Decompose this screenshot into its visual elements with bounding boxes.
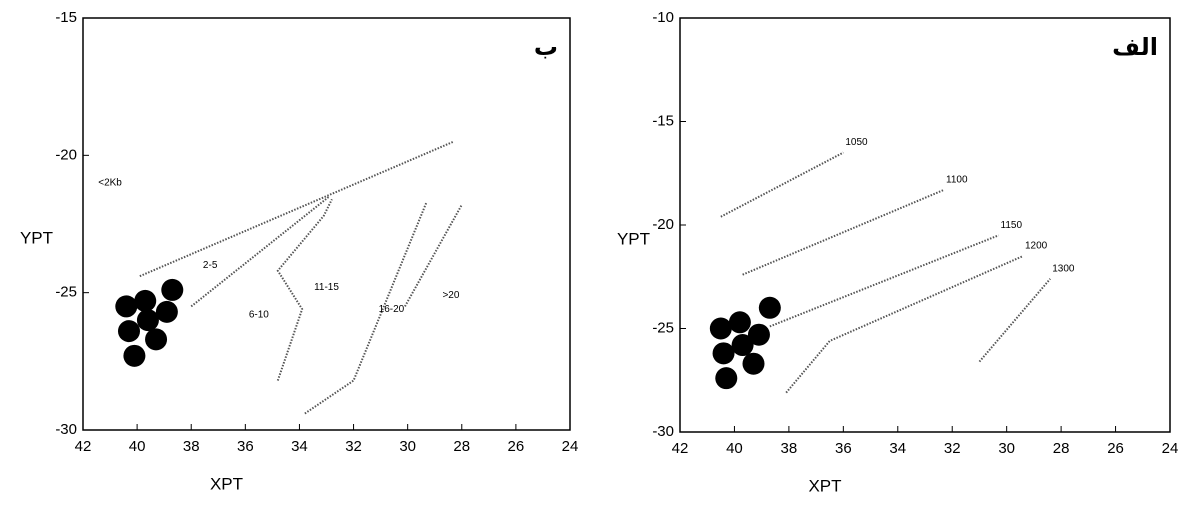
x-tick-label: 36 [835, 440, 852, 457]
x-tick-label: 42 [75, 438, 92, 455]
data-point [709, 317, 732, 340]
x-tick-label: 28 [453, 438, 470, 455]
isoline [742, 188, 945, 276]
y-tick-label: -20 [652, 216, 674, 233]
y-tick-label: -30 [652, 423, 674, 440]
x-tick-label: 34 [889, 440, 906, 457]
x-tick-label: 38 [781, 440, 798, 457]
data-point [155, 300, 178, 323]
data-point [712, 342, 735, 365]
x-tick-label: 24 [1162, 440, 1179, 457]
x-tick-label: 32 [944, 440, 961, 457]
isoline [978, 278, 1051, 363]
x-tick-label: 30 [998, 440, 1015, 457]
isoline-label: 1200 [1025, 241, 1048, 252]
isoline-label: 1300 [1052, 263, 1075, 274]
isoline [190, 195, 330, 308]
region-label: >20 [442, 290, 459, 301]
y-tick-label: -25 [55, 284, 77, 301]
data-point [123, 344, 146, 367]
data-point [747, 323, 770, 346]
data-point [742, 352, 765, 375]
y-tick-label: -25 [652, 319, 674, 336]
data-point [145, 328, 168, 351]
data-point [731, 334, 754, 357]
x-tick-label: 32 [345, 438, 362, 455]
x-axis-label: XPT [808, 476, 841, 495]
isoline [720, 151, 844, 218]
y-tick-label: -10 [652, 9, 674, 26]
region-label: 2-5 [203, 260, 218, 271]
x-tick-label: 34 [291, 438, 308, 455]
chart-title: ب [534, 33, 558, 61]
x-tick-label: 26 [1107, 440, 1124, 457]
isoline [304, 201, 428, 415]
x-tick-label: 40 [129, 438, 146, 455]
x-tick-label: 36 [237, 438, 254, 455]
x-tick-label: 26 [508, 438, 525, 455]
data-point [728, 311, 751, 334]
x-tick-label: 40 [726, 440, 743, 457]
data-point [136, 309, 159, 332]
data-point [117, 320, 140, 343]
isoline-label: 1100 [946, 174, 968, 185]
data-point [715, 367, 738, 390]
y-axis-label: YPT [20, 228, 53, 247]
isoline [276, 198, 333, 381]
y-tick-label: -20 [55, 146, 77, 163]
data-point [161, 278, 184, 301]
y-tick-label: -15 [652, 112, 674, 129]
x-tick-label: 42 [672, 440, 689, 457]
isoline-label: 1150 [1001, 220, 1023, 231]
isoline [404, 204, 463, 307]
data-point [134, 289, 157, 312]
data-point [758, 296, 781, 319]
region-label: <2Kb [98, 177, 122, 188]
y-tick-label: -15 [55, 9, 77, 26]
x-tick-label: 30 [399, 438, 416, 455]
region-label: 16-20 [379, 304, 405, 315]
data-point [115, 295, 138, 318]
x-tick-label: 38 [183, 438, 200, 455]
isoline [769, 234, 999, 328]
isoline [785, 255, 1024, 394]
chart-title: الف [1112, 33, 1158, 61]
y-tick-label: -30 [55, 421, 77, 438]
x-tick-label: 24 [562, 438, 579, 455]
region-label: 11-15 [314, 282, 339, 293]
isoline [139, 140, 455, 278]
isoline-label: 1050 [845, 137, 868, 148]
y-axis-label: YPT [617, 229, 650, 248]
plot-frame [82, 17, 571, 431]
region-label: 6-10 [249, 309, 269, 320]
x-axis-label: XPT [210, 474, 243, 493]
x-tick-label: 28 [1053, 440, 1070, 457]
